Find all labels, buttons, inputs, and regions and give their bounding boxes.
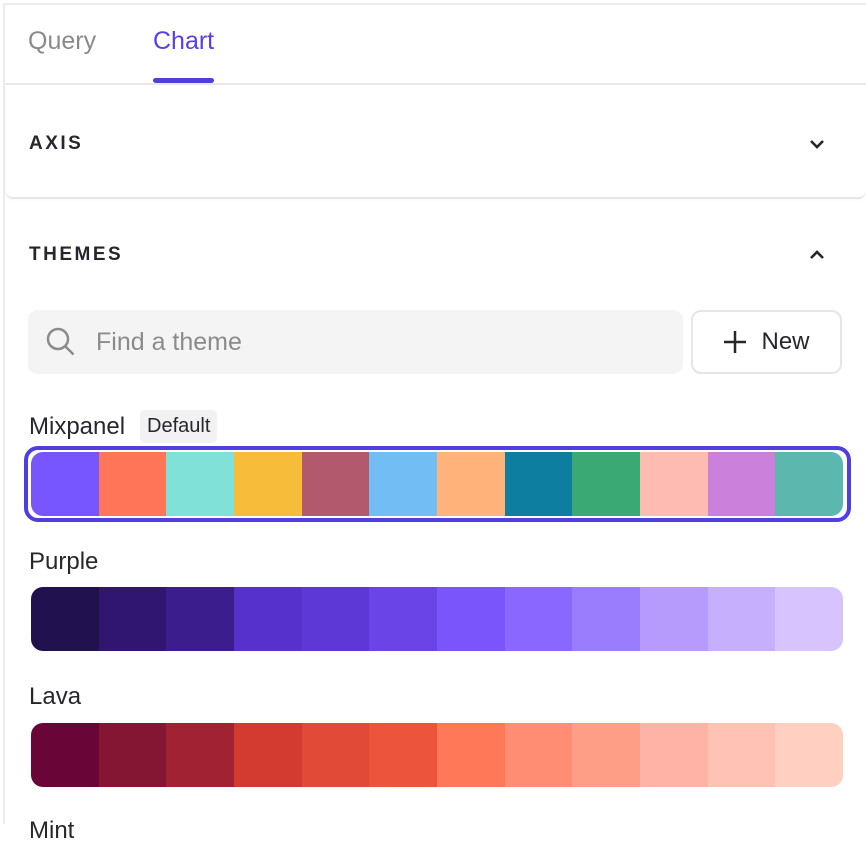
color-swatch — [31, 452, 99, 516]
tab-bar: Query Chart — [5, 5, 866, 85]
color-swatch — [234, 587, 302, 651]
color-swatch — [166, 723, 235, 787]
theme-palette-mixpanel[interactable] — [31, 452, 843, 516]
axis-section-header[interactable]: AXIS — [5, 85, 866, 199]
color-swatch — [504, 587, 573, 651]
color-swatch — [572, 587, 641, 651]
theme-palette-purple[interactable] — [31, 587, 843, 651]
new-theme-label: New — [761, 328, 810, 355]
color-swatch — [437, 587, 505, 651]
color-swatch — [301, 723, 370, 787]
color-swatch — [572, 723, 641, 787]
color-swatch — [640, 587, 708, 651]
color-swatch — [437, 452, 505, 516]
color-swatch — [437, 723, 505, 787]
theme-palette-lava[interactable] — [31, 723, 843, 787]
theme-name: Mint — [29, 817, 75, 844]
color-swatch — [31, 723, 99, 787]
tab-query[interactable]: Query — [28, 27, 97, 55]
color-swatch — [640, 723, 708, 787]
color-swatch — [572, 452, 641, 516]
color-swatch — [640, 452, 708, 516]
color-swatch — [504, 723, 573, 787]
chevron-up-icon[interactable] — [808, 246, 826, 264]
color-swatch — [166, 587, 235, 651]
chevron-down-icon[interactable] — [808, 135, 826, 153]
theme-name: Mixpanel — [29, 413, 126, 440]
color-swatch — [98, 587, 167, 651]
color-swatch — [369, 587, 438, 651]
color-swatch — [31, 587, 99, 651]
color-swatch — [98, 452, 167, 516]
color-swatch — [301, 587, 370, 651]
theme-name: Lava — [29, 683, 82, 710]
color-swatch — [369, 452, 438, 516]
theme-search-input[interactable] — [96, 310, 656, 374]
color-swatch — [707, 723, 776, 787]
color-swatch — [707, 452, 776, 516]
color-swatch — [234, 723, 302, 787]
plus-icon — [724, 331, 747, 353]
selected-outline — [24, 446, 851, 522]
tab-chart[interactable]: Chart — [153, 27, 215, 83]
color-swatch — [775, 587, 843, 651]
theme-name: Purple — [29, 548, 99, 575]
search-icon — [46, 327, 75, 356]
new-theme-button[interactable]: New — [691, 310, 842, 374]
color-swatch — [166, 452, 235, 516]
color-swatch — [775, 723, 843, 787]
color-swatch — [98, 723, 167, 787]
color-swatch — [301, 452, 370, 516]
axis-title: AXIS — [29, 133, 84, 154]
color-swatch — [775, 452, 843, 516]
color-swatch — [504, 452, 573, 516]
color-swatch — [707, 587, 776, 651]
color-swatch — [369, 723, 438, 787]
color-swatch — [234, 452, 302, 516]
themes-title: THEMES — [29, 244, 124, 265]
chart-settings-panel: Query Chart AXIS THEMES New Mixpanel Def… — [3, 3, 866, 844]
default-badge: Default — [140, 410, 218, 443]
theme-search[interactable] — [28, 310, 683, 374]
